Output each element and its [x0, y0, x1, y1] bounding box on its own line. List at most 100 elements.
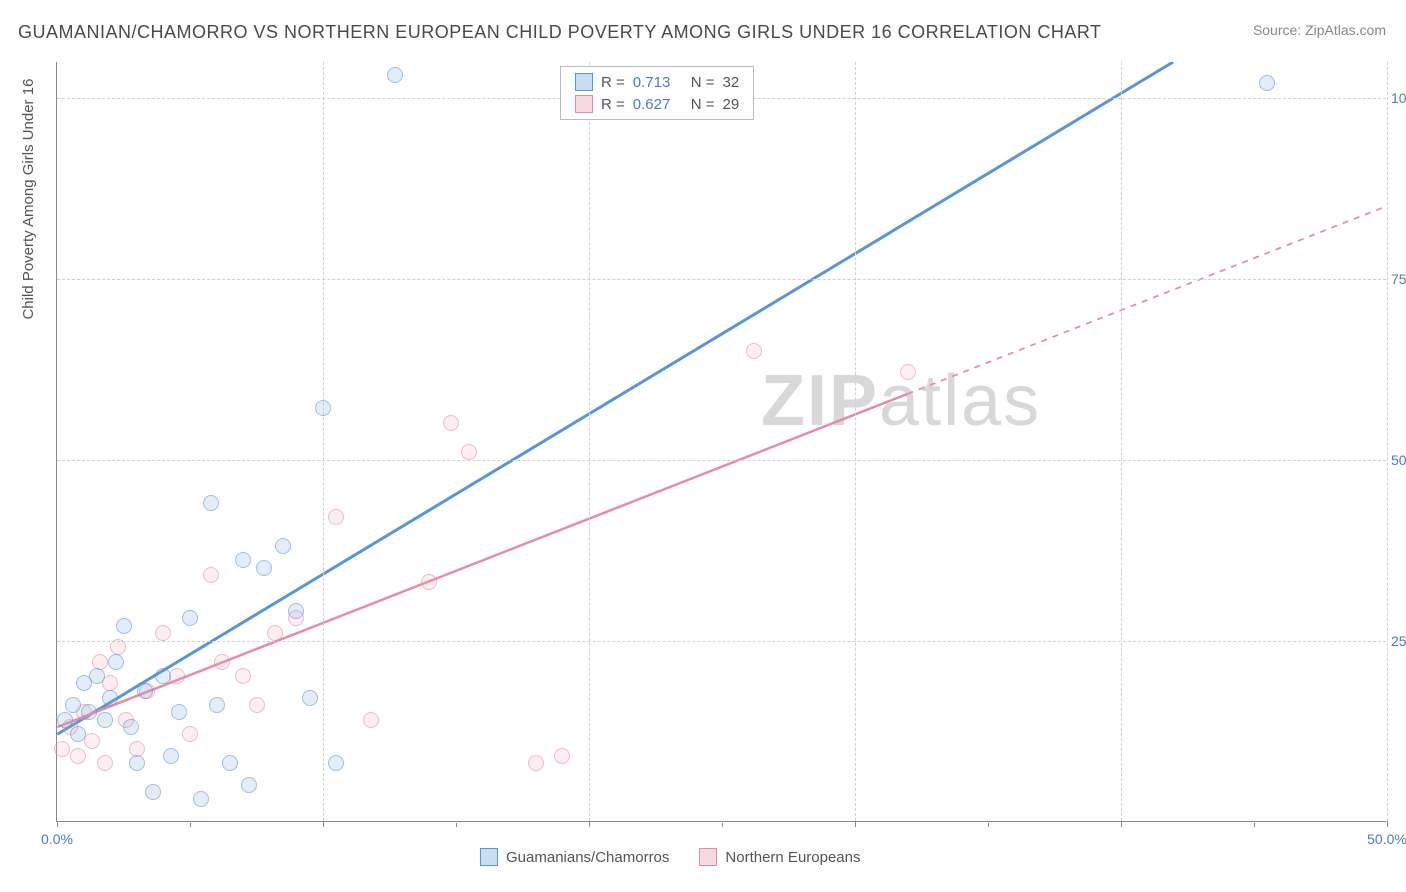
data-point	[116, 618, 132, 634]
legend-n-label: N =	[691, 74, 715, 91]
legend-r-value: 0.713	[633, 74, 683, 91]
data-point	[70, 726, 86, 742]
data-point	[554, 748, 570, 764]
legend-item: Guamanians/Chamorros	[480, 848, 669, 866]
gridline-vertical	[323, 62, 324, 821]
y-tick-label: 25.0%	[1391, 633, 1406, 649]
x-tick	[1387, 821, 1388, 827]
legend-label: Guamanians/Chamorros	[506, 849, 669, 866]
y-axis-label: Child Poverty Among Girls Under 16	[20, 79, 37, 320]
legend-swatch	[699, 848, 717, 866]
data-point	[209, 697, 225, 713]
data-point	[155, 668, 171, 684]
x-minor-tick	[988, 823, 989, 827]
x-tick	[855, 821, 856, 827]
data-point	[328, 755, 344, 771]
x-tick-label: 50.0%	[1367, 831, 1406, 847]
data-point	[54, 741, 70, 757]
data-point	[421, 574, 437, 590]
gridline-vertical	[1387, 62, 1388, 821]
data-point	[214, 654, 230, 670]
legend-n-label: N =	[691, 96, 715, 113]
data-point	[387, 67, 403, 83]
data-point	[137, 683, 153, 699]
data-point	[129, 755, 145, 771]
legend-swatch	[575, 95, 593, 113]
data-point	[288, 603, 304, 619]
data-point	[302, 690, 318, 706]
data-point	[267, 625, 283, 641]
data-point	[275, 538, 291, 554]
legend-row: R =0.713N =32	[561, 71, 753, 93]
legend-item: Northern Europeans	[699, 848, 860, 866]
x-tick-label: 0.0%	[41, 831, 73, 847]
data-point	[328, 509, 344, 525]
data-point	[241, 777, 257, 793]
legend-label: Northern Europeans	[725, 849, 860, 866]
data-point	[235, 668, 251, 684]
data-point	[528, 755, 544, 771]
chart-title: GUAMANIAN/CHAMORRO VS NORTHERN EUROPEAN …	[18, 22, 1102, 43]
data-point	[256, 560, 272, 576]
data-point	[315, 400, 331, 416]
correlation-legend: R =0.713N =32R =0.627N =29	[560, 66, 754, 120]
data-point	[102, 690, 118, 706]
gridline-horizontal	[57, 279, 1386, 280]
y-tick-label: 75.0%	[1391, 271, 1406, 287]
data-point	[81, 704, 97, 720]
x-tick	[323, 821, 324, 827]
data-point	[235, 552, 251, 568]
gridline-vertical	[855, 62, 856, 821]
y-tick-label: 100.0%	[1391, 90, 1406, 106]
data-point	[363, 712, 379, 728]
data-point	[92, 654, 108, 670]
data-point	[57, 712, 73, 728]
data-point	[97, 712, 113, 728]
legend-r-label: R =	[601, 96, 625, 113]
data-point	[145, 784, 161, 800]
plot-area: ZIPatlas 25.0%50.0%75.0%100.0%0.0%50.0%	[56, 62, 1386, 822]
gridline-vertical	[589, 62, 590, 821]
data-point	[182, 726, 198, 742]
data-point	[222, 755, 238, 771]
data-point	[97, 755, 113, 771]
legend-n-value: 29	[723, 96, 740, 113]
legend-row: R = 0.627 N = 29	[561, 93, 753, 115]
data-point	[163, 748, 179, 764]
x-tick	[589, 821, 590, 827]
y-tick-label: 50.0%	[1391, 452, 1406, 468]
gridline-horizontal	[57, 460, 1386, 461]
series-legend: Guamanians/Chamorros Northern Europeans	[480, 848, 861, 866]
data-point	[746, 343, 762, 359]
data-point	[171, 704, 187, 720]
legend-swatch	[575, 73, 593, 91]
data-point	[193, 791, 209, 807]
data-point	[155, 625, 171, 641]
data-point	[461, 444, 477, 460]
data-point	[65, 697, 81, 713]
data-point	[70, 748, 86, 764]
gridline-horizontal	[57, 641, 1386, 642]
data-point	[108, 654, 124, 670]
legend-r-label: R =	[601, 74, 625, 91]
data-point	[900, 364, 916, 380]
data-point	[1259, 75, 1275, 91]
x-tick	[1121, 821, 1122, 827]
legend-r-value: 0.627	[633, 96, 683, 113]
gridline-vertical	[1121, 62, 1122, 821]
x-minor-tick	[1254, 823, 1255, 827]
data-point	[443, 415, 459, 431]
x-minor-tick	[456, 823, 457, 827]
source-label: Source: ZipAtlas.com	[1253, 22, 1386, 38]
x-minor-tick	[722, 823, 723, 827]
watermark-bold: ZIP	[761, 361, 879, 441]
data-point	[203, 495, 219, 511]
data-point	[123, 719, 139, 735]
data-point	[203, 567, 219, 583]
data-point	[249, 697, 265, 713]
data-point	[110, 639, 126, 655]
data-point	[89, 668, 105, 684]
x-tick	[57, 821, 58, 827]
legend-swatch	[480, 848, 498, 866]
x-minor-tick	[190, 823, 191, 827]
